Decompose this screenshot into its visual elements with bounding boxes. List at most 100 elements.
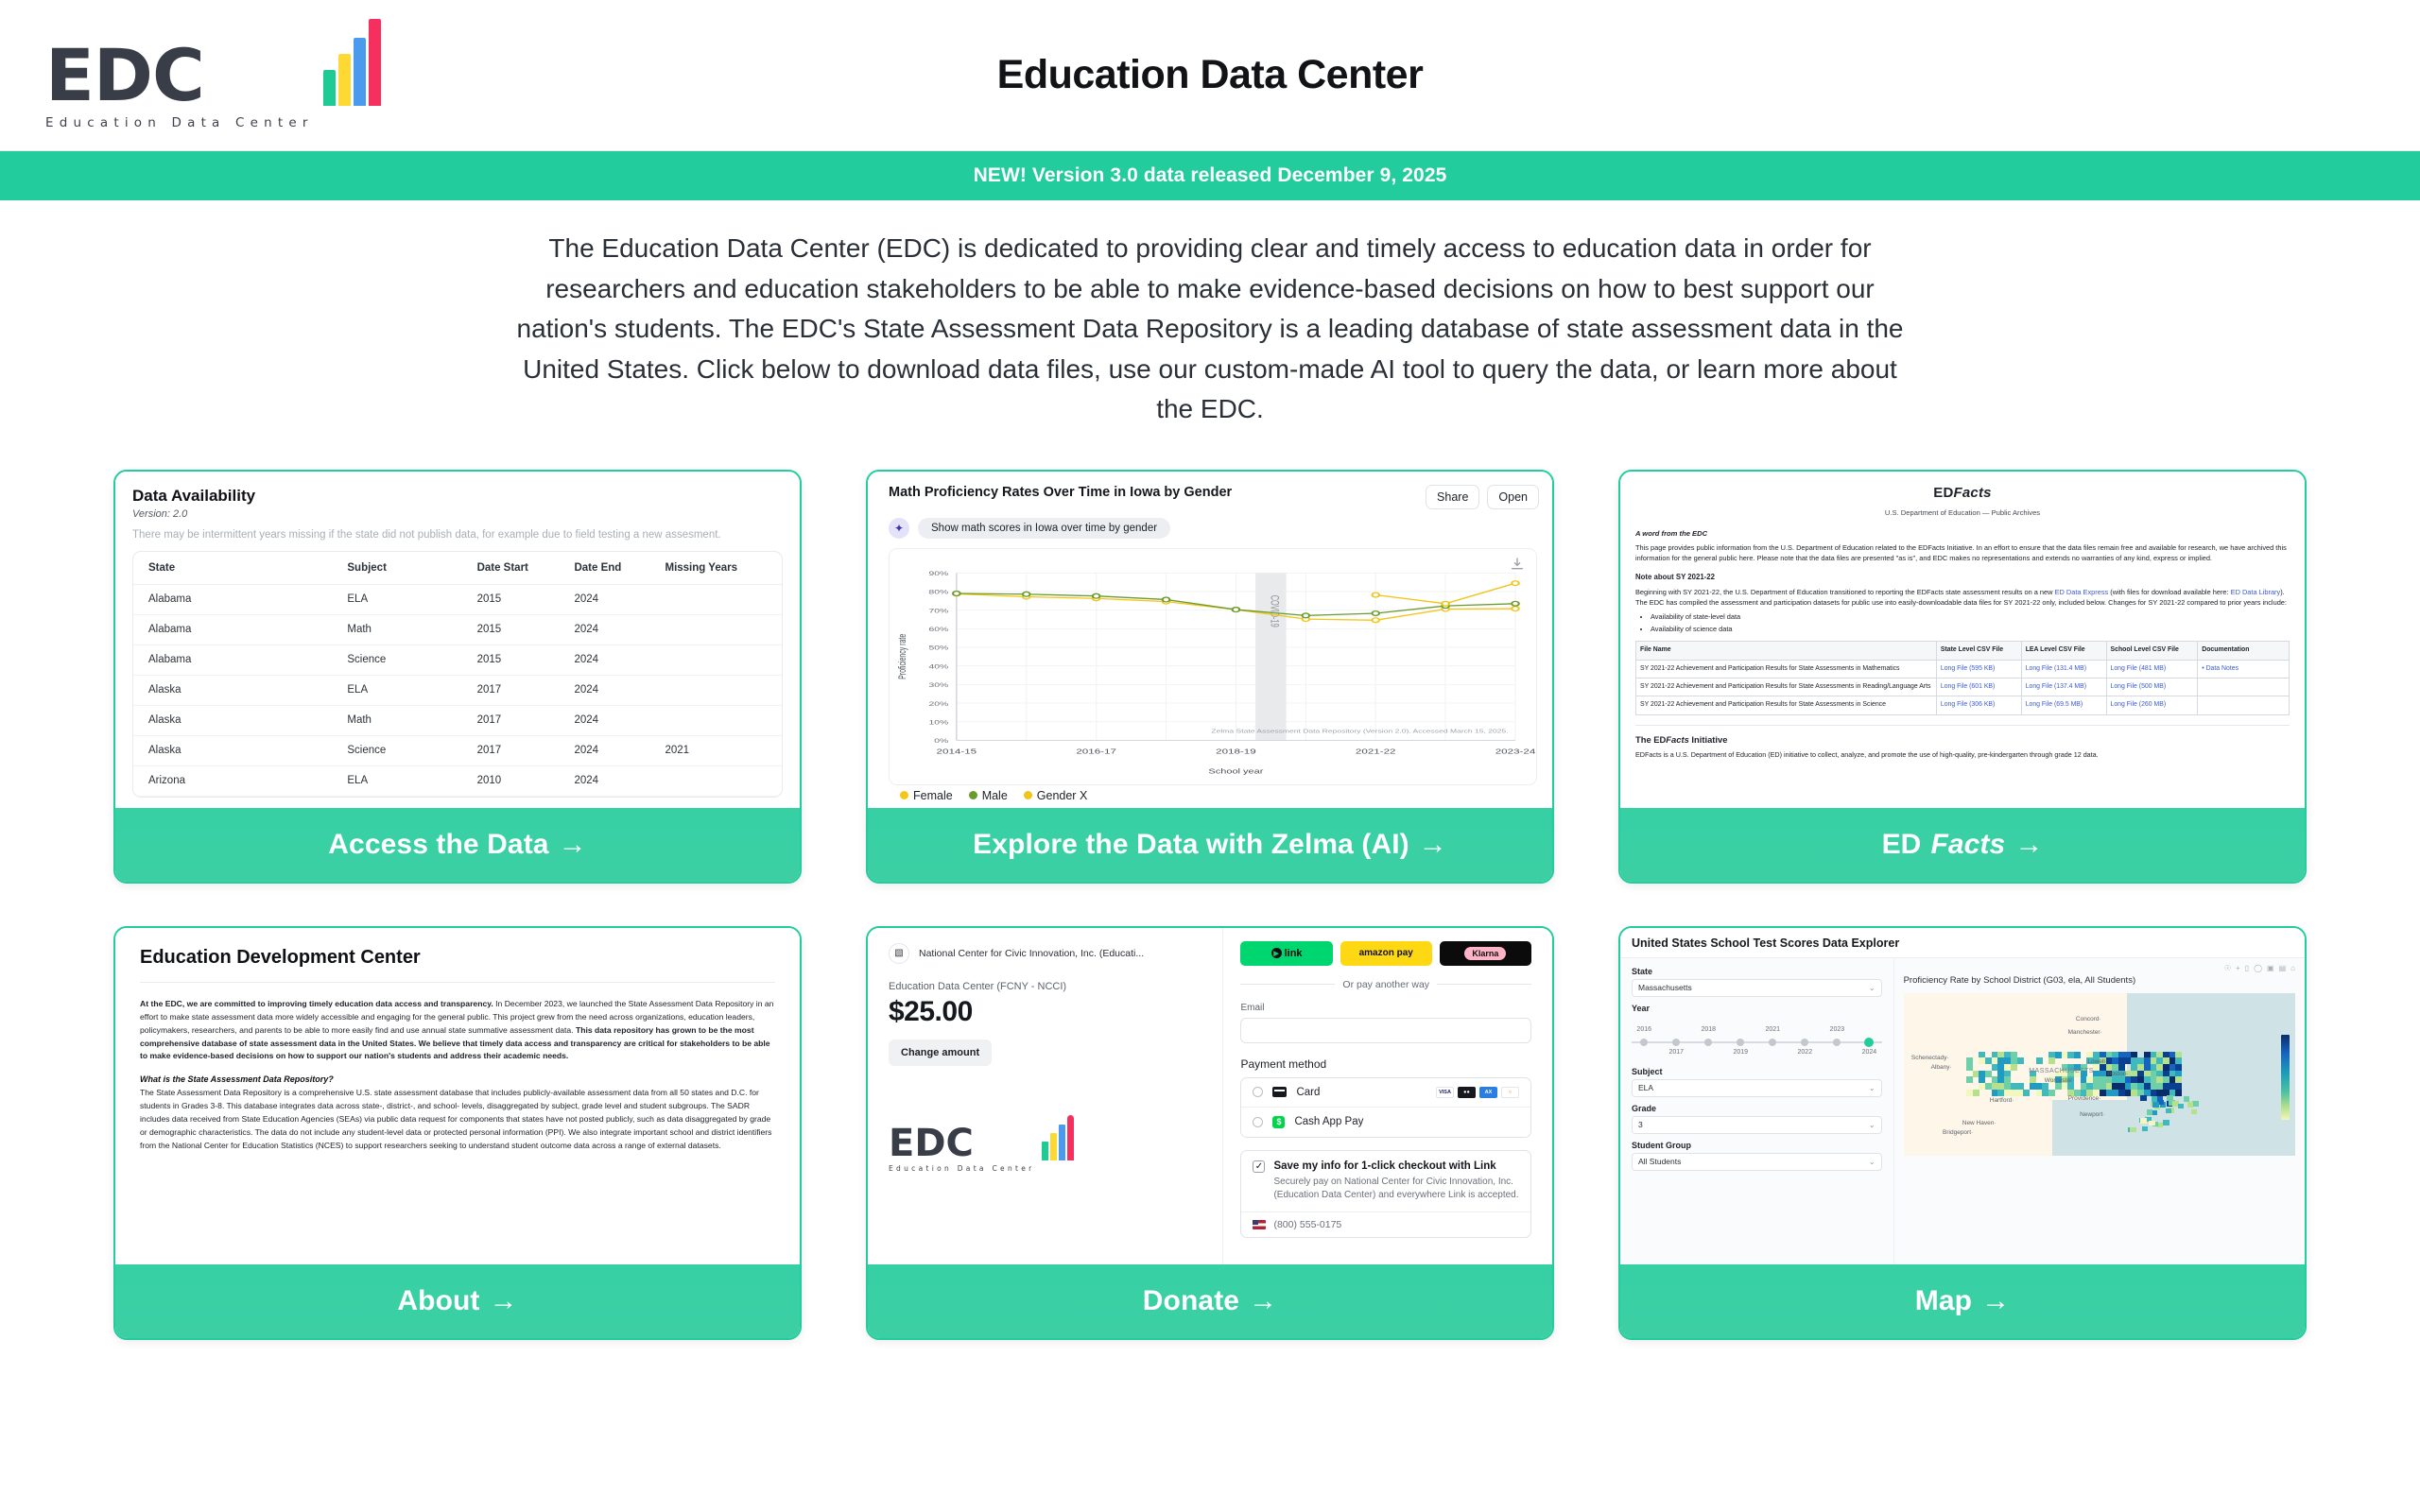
save-info-row[interactable]: ✓ Save my info for 1-click checkout with…	[1241, 1151, 1530, 1211]
district-cell[interactable]	[2017, 1057, 2024, 1064]
card-access-the-data[interactable]: Data Availability Version: 2.0 There may…	[113, 470, 802, 884]
table-cell[interactable]: Long File (137.4 MB)	[2021, 679, 2106, 696]
district-cell[interactable]	[2163, 1120, 2169, 1125]
district-cell[interactable]	[2187, 1102, 2194, 1108]
chart-point[interactable]	[953, 591, 960, 595]
ed-data-express-link[interactable]: ED Data Express	[2055, 588, 2109, 596]
open-button[interactable]: Open	[1487, 485, 1539, 509]
chart-point[interactable]	[1372, 593, 1379, 597]
district-cell[interactable]	[2178, 1104, 2185, 1109]
share-button[interactable]: Share	[1426, 485, 1479, 509]
year-slider[interactable]: 2016 2018 2021 2023 2017 2019 2022 2024	[1632, 1026, 1882, 1060]
slider-point[interactable]	[1769, 1039, 1776, 1046]
state-select[interactable]: Massachusetts ⌄	[1632, 979, 1882, 997]
chart-point[interactable]	[1233, 607, 1240, 611]
chart-point[interactable]	[1163, 597, 1170, 602]
edfacts-button[interactable]: ED Facts →	[1620, 808, 2305, 882]
pay-with-amazon-button[interactable]: amazon pay	[1340, 941, 1432, 966]
pan-icon[interactable]: ▤	[2279, 964, 2287, 972]
card-edfacts-preview: EDFacts U.S. Department of Education — P…	[1620, 472, 2305, 808]
district-cell[interactable]	[1973, 1090, 1979, 1096]
email-field[interactable]	[1240, 1018, 1531, 1043]
district-cell[interactable]	[2048, 1090, 2055, 1096]
ed-data-library-link[interactable]: ED Data Library	[2231, 588, 2281, 596]
slider-point[interactable]	[1704, 1039, 1712, 1046]
payment-option-cashapp[interactable]: $ Cash App Pay	[1241, 1107, 1530, 1137]
about-button[interactable]: About →	[115, 1264, 800, 1338]
lasso-icon[interactable]: ◯	[2254, 964, 2262, 972]
slider-point[interactable]	[1801, 1039, 1808, 1046]
pay-with-klarna-button[interactable]: Klarna	[1440, 941, 1531, 966]
arrow-right-icon: →	[2014, 831, 2043, 859]
chart-point[interactable]	[1512, 601, 1519, 606]
district-cell[interactable]	[2166, 1108, 2172, 1114]
chart-point[interactable]	[1442, 601, 1449, 606]
save-info-checkbox[interactable]: ✓	[1253, 1160, 1265, 1173]
district-cell[interactable]	[2191, 1109, 2198, 1115]
x-tick-label: 2023-24	[1495, 747, 1536, 755]
card-about[interactable]: Education Development Center At the EDC,…	[113, 926, 802, 1340]
table-cell[interactable]: Long File (500 MB)	[2106, 679, 2198, 696]
explore-zelma-button[interactable]: Explore the Data with Zelma (AI) →	[868, 808, 1552, 882]
district-cell[interactable]	[2036, 1057, 2043, 1064]
choropleth-map[interactable]: MASSACHUSETTS Concord· Manchester· Schenect…	[1904, 993, 2295, 1156]
card-explore-zelma[interactable]: Math Proficiency Rates Over Time in Iowa…	[866, 470, 1554, 884]
table-cell[interactable]: Long File (131.4 MB)	[2021, 660, 2106, 678]
card-donate[interactable]: ▧ National Center for Civic Innovation, …	[866, 926, 1554, 1340]
slider-point[interactable]	[1737, 1039, 1744, 1046]
box-select-icon[interactable]: ▯	[2245, 964, 2249, 972]
table-cell[interactable]: Long File (595 KB)	[1936, 660, 2021, 678]
district-cell[interactable]	[2130, 1127, 2136, 1133]
camera-icon[interactable]: ☉	[2224, 964, 2231, 972]
pay-with-link-button[interactable]: ▶ link	[1240, 941, 1332, 966]
district-cell[interactable]	[2175, 1090, 2182, 1096]
slider-point[interactable]	[1672, 1039, 1680, 1046]
slider-point[interactable]	[1640, 1039, 1648, 1046]
zoom-in-icon[interactable]: +	[2236, 964, 2240, 972]
table-cell[interactable]: Long File (481 MB)	[2106, 660, 2198, 678]
access-the-data-button[interactable]: Access the Data →	[115, 808, 800, 882]
district-cell[interactable]	[2142, 1126, 2149, 1132]
zoom-box-icon[interactable]: ▣	[2267, 964, 2274, 972]
chart-point[interactable]	[1512, 606, 1519, 610]
slider-point[interactable]	[1833, 1039, 1841, 1046]
district-cell[interactable]	[2048, 1057, 2055, 1064]
table-cell[interactable]: • Data Notes	[2198, 660, 2290, 678]
table-cell[interactable]: Long File (601 KB)	[1936, 679, 2021, 696]
card-map[interactable]: United States School Test Scores Data Ex…	[1618, 926, 2307, 1340]
district-cell[interactable]	[2147, 1109, 2153, 1115]
district-cell[interactable]	[2149, 1121, 2155, 1126]
district-cell[interactable]	[2192, 1101, 2199, 1107]
district-cell[interactable]	[2023, 1090, 2030, 1096]
change-amount-button[interactable]: Change amount	[889, 1040, 992, 1066]
chart-point[interactable]	[1303, 613, 1310, 618]
district-cell[interactable]	[2152, 1102, 2159, 1108]
grade-select[interactable]: 3 ⌄	[1632, 1116, 1882, 1134]
edc-logo[interactable]: EDC Education Data Center	[45, 19, 381, 130]
home-icon[interactable]: ⌂	[2290, 964, 2295, 972]
phone-field[interactable]: (800) 555-0175	[1241, 1211, 1530, 1237]
chart-point[interactable]	[1512, 580, 1519, 585]
chart-point[interactable]	[1023, 592, 1030, 596]
chart-point[interactable]	[1372, 618, 1379, 623]
chart-point[interactable]	[1372, 610, 1379, 615]
state-select-value: Massachusetts	[1638, 983, 1692, 992]
table-cell[interactable]: Long File (69.5 MB)	[2021, 696, 2106, 714]
district-cell[interactable]	[2140, 1095, 2147, 1101]
chart-point[interactable]	[1093, 593, 1100, 598]
district-cell[interactable]	[1966, 1076, 1973, 1083]
table-cell[interactable]: Long File (260 MB)	[2106, 696, 2198, 714]
district-cell[interactable]	[2140, 1118, 2147, 1124]
district-cell[interactable]	[2074, 1052, 2081, 1058]
slider-point[interactable]	[1864, 1038, 1874, 1047]
district-cell[interactable]	[2011, 1064, 2017, 1071]
plotly-toolbar[interactable]: ☉ + ▯ ◯ ▣ ▤ ⌂	[2224, 964, 2295, 972]
radio-cashapp[interactable]	[1253, 1117, 1263, 1127]
card-edfacts[interactable]: EDFacts U.S. Department of Education — P…	[1618, 470, 2307, 884]
radio-card[interactable]	[1253, 1087, 1263, 1097]
donate-button[interactable]: Donate →	[868, 1264, 1552, 1338]
payment-option-card[interactable]: Card VISA ●● AX ○	[1241, 1078, 1530, 1107]
student-group-select[interactable]: All Students ⌄	[1632, 1153, 1882, 1171]
table-cell[interactable]: Long File (306 KB)	[1936, 696, 2021, 714]
map-button[interactable]: Map →	[1620, 1264, 2305, 1338]
